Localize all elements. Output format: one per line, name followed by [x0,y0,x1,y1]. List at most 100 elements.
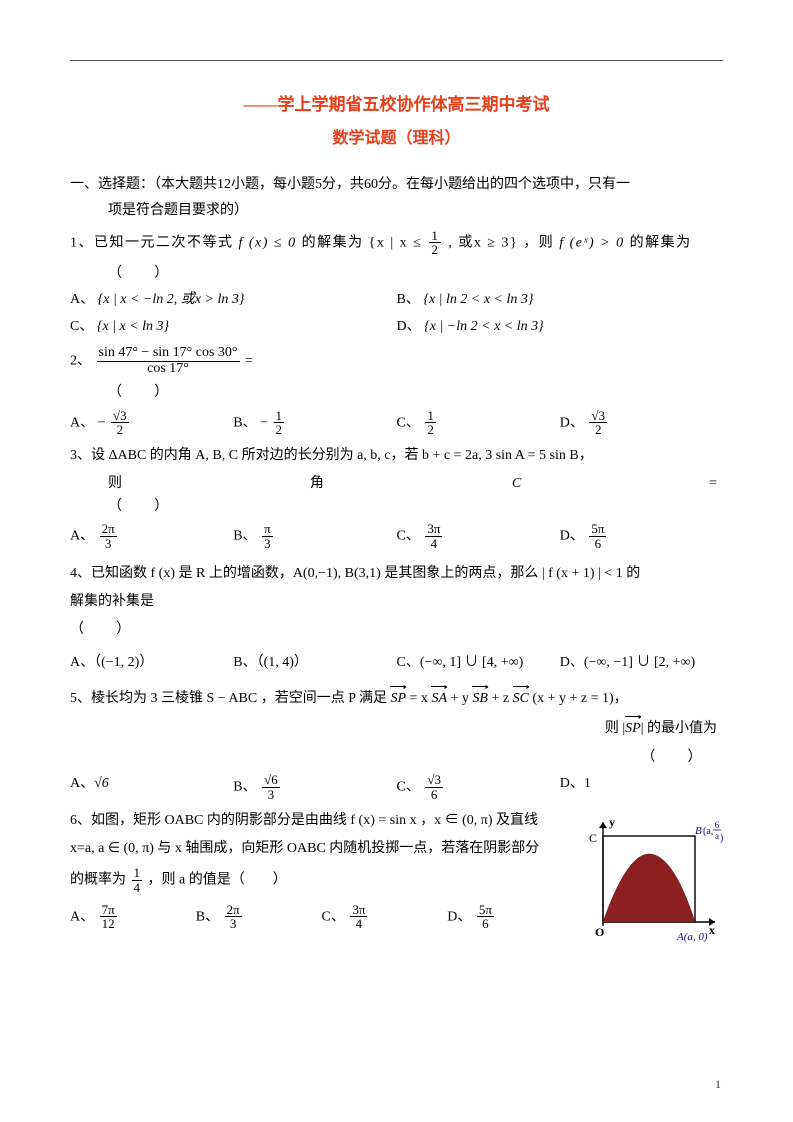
q4-opt-c: C、(−∞, 1] ∪ [4, +∞) [397,652,560,674]
q5-tail-post: 的最小值为 [647,721,717,736]
q2a-den: 2 [111,423,129,437]
question-5-tail: 则 |SP| 的最小值为 [70,716,723,740]
q3b-num: π [262,522,273,537]
q3-opt-c: C、 3π4 [397,522,560,550]
q6c-den: 4 [350,917,367,931]
q2d-frac: √32 [587,409,609,437]
q4-opt-b: B、（(1, 4)） [233,652,396,674]
q5d: 1 [584,776,591,791]
q1-set1-pre: {x | x ≤ [369,235,428,250]
q1-set1-frac: 1 2 [427,229,443,257]
q6-stem1: 6、如图，矩形 OABC 内的阴影部分是由曲线 f (x) = sin x ，x… [70,813,538,828]
section-1-text-1: 一、选择题：（本大题共12小题，每小题5分，共60分。在每小题给出的四个选项中，… [70,177,630,192]
q6a-num: 7π [100,903,117,918]
q6-stem3-post: ，则 a 的值是（ ） [148,873,287,888]
question-4-line2: 解集的补集是 [70,591,723,613]
q6-figure: O C y x A(a, 0) B (a, 6 a ) [583,814,723,944]
section-1-head: 一、选择题：（本大题共12小题，每小题5分，共60分。在每小题给出的四个选项中，… [70,174,723,196]
y-axis-arrow-icon [599,822,607,828]
q1-blank: （ ） [70,263,723,285]
q5-opt-b: B、 √63 [233,773,396,801]
q5-vx: = x [410,691,428,706]
q6-stem3-pre: 的概率为 [70,873,130,888]
q5c-num: √3 [425,773,443,788]
label-o: O [595,925,604,939]
q1-opt-b-text: {x | ln 2 < x < ln 3} [423,292,533,307]
q5c-frac: √36 [423,773,445,801]
q2c-num: 1 [425,409,436,424]
q5-vec-sp: SP [390,686,406,710]
q1-opt-d: D、 {x | −ln 2 < x < ln 3} [397,316,724,338]
q1-set1-post: , 或x ≥ 3} [448,235,518,250]
label-b-den: a [715,831,719,841]
q3c-den: 4 [425,537,442,551]
q3-l2-eq: = [709,473,717,495]
label-c: C [589,831,597,845]
q1-mid1: 的解集为 [302,235,369,250]
q3-opt-b: B、 π3 [233,522,396,550]
q6d-den: 6 [477,917,494,931]
q5b-den: 3 [262,788,280,802]
q6c-num: 3π [350,903,367,918]
question-5: 5、棱长均为 3 三棱锥 S − ABC ，若空间一点 P 满足 SP = x … [70,686,723,710]
q5-vec-sc: SC [513,686,529,710]
exam-page: ——学上学期省五校协作体高三期中考试 数学试题（理科） 一、选择题：（本大题共1… [0,0,793,1122]
q1-fle: f (x) ≤ 0 [239,235,297,250]
q1-mid2: ，则 [523,235,559,250]
q2b-den: 2 [274,423,285,437]
q5b-frac: √63 [260,773,282,801]
q3c-num: 3π [425,522,442,537]
q2-frac-num: sin 47° − sin 17° cos 30° [97,346,240,362]
q5-vy: + y [451,691,469,706]
q4-stem2: 解集的补集是 [70,594,154,609]
q1-opt-b: B、 {x | ln 2 < x < ln 3} [397,289,724,311]
label-b: B [695,825,702,837]
q5-tail-pre: 则 [605,721,623,736]
q3b-frac: π3 [260,522,275,550]
q5a: √6 [94,776,109,791]
q2c-frac: 12 [423,409,438,437]
q4-stem: 4、已知函数 f (x) 是 R 上的增函数，A(0,−1), B(3,1) 是… [70,566,640,581]
question-3-line2: 则 角 C = [70,473,723,495]
q2-opt-c: C、 12 [397,409,560,437]
q3-l2-b: 角 [310,473,324,495]
q1-options: A、 {x | x < −ln 2, 或x > ln 3} B、 {x | ln… [70,287,723,340]
q2-eq: = [245,353,253,368]
q5-vec-sa: SA [431,686,447,710]
q6-prob-num: 1 [132,866,143,881]
q5-opt-a: A、√6 [70,773,233,801]
q2a-pre: − [98,415,106,430]
q6-opt-d: D、 5π6 [447,903,573,931]
q3a-frac: 2π3 [98,522,119,550]
exam-subtitle: 数学试题（理科） [70,126,723,152]
q4-blank: （ ） [70,619,723,641]
q4b: (1, 4) [264,655,294,670]
q3a-num: 2π [100,522,117,537]
label-b-num: 6 [715,820,720,830]
q2a-frac: √32 [109,409,131,437]
label-b-post: ) [720,833,723,844]
q2-main-frac: sin 47° − sin 17° cos 30° cos 17° [95,346,242,376]
sin-shaded-region [603,854,695,922]
question-3-line1: 3、设 ΔABC 的内角 A, B, C 所对边的长分别为 a, b, c，若 … [70,445,723,467]
q3b-den: 3 [262,537,273,551]
q6-stem2: x=a, a ∈ (0, π) 与 x 轴围成，向矩形 OABC 内随机投掷一点… [70,841,539,856]
q6d-frac: 5π6 [475,903,496,931]
q2d-num: √3 [589,409,607,424]
q5-pre: 5、棱长均为 3 三棱锥 S − ABC ，若空间一点 P 满足 [70,691,390,706]
q6b-den: 3 [225,917,242,931]
q3-l2-c: C [512,473,521,495]
q2a-num: √3 [111,409,129,424]
q6-prob-den: 4 [132,881,143,895]
q2d-den: 2 [589,423,607,437]
page-number: 1 [715,1075,721,1094]
q5-vz: + z [491,691,509,706]
q2-options: A、 − √32 B、 − 12 C、 12 D、 √32 [70,407,723,439]
q3-l2-a: 则 [108,473,122,495]
q3d-frac: 5π6 [587,522,608,550]
q4d: (−∞, −1] ∪ [2, +∞) [584,655,695,670]
q6-opt-a: A、 7π12 [70,903,196,931]
label-y: y [609,815,615,829]
q6a-frac: 7π12 [98,903,119,931]
q5b-num: √6 [262,773,280,788]
